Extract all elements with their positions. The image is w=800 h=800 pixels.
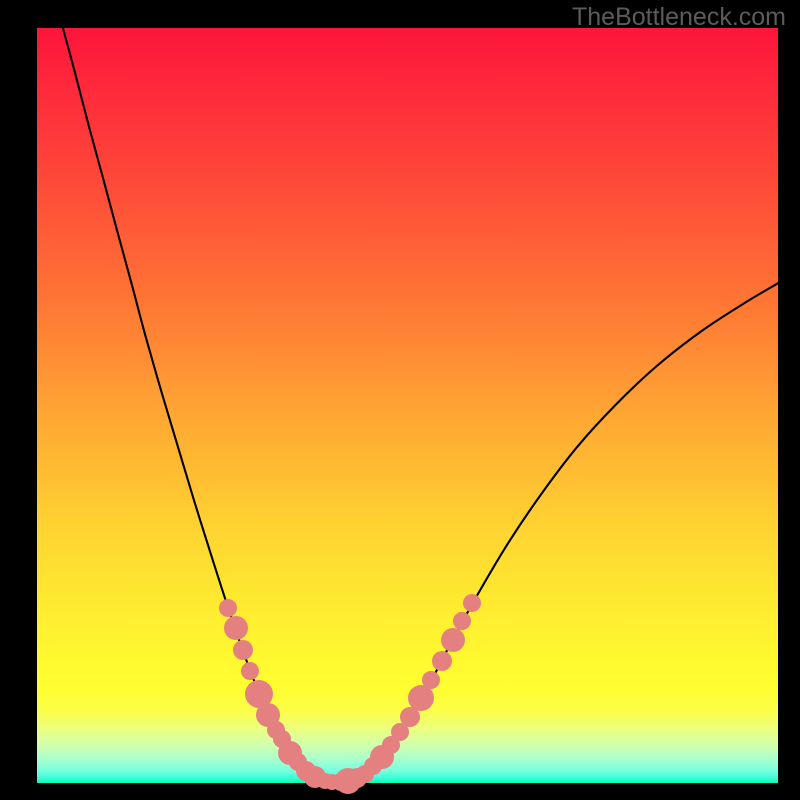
data-marker (441, 628, 465, 652)
data-marker (432, 651, 452, 671)
data-marker (219, 599, 237, 617)
stage: TheBottleneck.com (0, 0, 800, 800)
plot-area (37, 28, 778, 783)
marker-layer (37, 28, 778, 783)
data-marker (224, 616, 248, 640)
data-marker (233, 640, 253, 660)
data-marker (241, 662, 259, 680)
data-marker (422, 671, 440, 689)
watermark-text: TheBottleneck.com (572, 3, 786, 32)
data-marker (463, 594, 481, 612)
data-marker (408, 685, 434, 711)
data-marker (453, 612, 471, 630)
